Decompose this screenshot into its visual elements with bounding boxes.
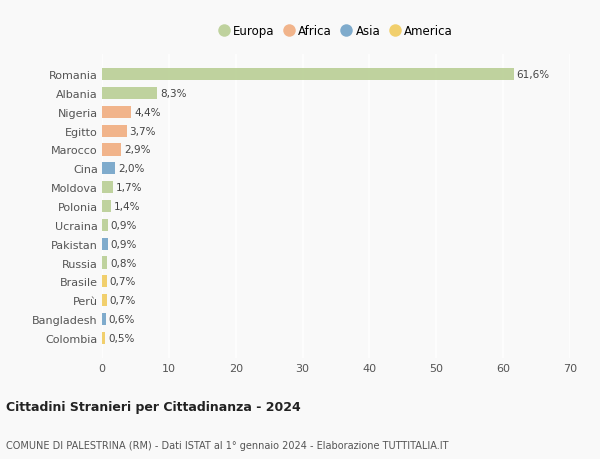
- Text: Cittadini Stranieri per Cittadinanza - 2024: Cittadini Stranieri per Cittadinanza - 2…: [6, 400, 301, 413]
- Text: 0,8%: 0,8%: [110, 258, 136, 268]
- Text: 3,7%: 3,7%: [130, 126, 156, 136]
- Bar: [102, 313, 106, 325]
- Text: 0,9%: 0,9%: [110, 239, 137, 249]
- Bar: [102, 294, 107, 307]
- Bar: [102, 238, 108, 250]
- Bar: [102, 163, 115, 175]
- Legend: Europa, Africa, Asia, America: Europa, Africa, Asia, America: [215, 22, 457, 42]
- Text: 61,6%: 61,6%: [517, 70, 550, 80]
- Bar: [102, 144, 121, 156]
- Bar: [102, 106, 131, 119]
- Text: 1,4%: 1,4%: [114, 202, 140, 212]
- Text: 2,9%: 2,9%: [124, 145, 151, 155]
- Text: 0,5%: 0,5%: [108, 333, 134, 343]
- Text: 4,4%: 4,4%: [134, 107, 161, 118]
- Bar: [102, 201, 112, 213]
- Text: COMUNE DI PALESTRINA (RM) - Dati ISTAT al 1° gennaio 2024 - Elaborazione TUTTITA: COMUNE DI PALESTRINA (RM) - Dati ISTAT a…: [6, 440, 449, 450]
- Text: 0,9%: 0,9%: [110, 220, 137, 230]
- Bar: [102, 88, 157, 100]
- Text: 0,7%: 0,7%: [109, 296, 136, 306]
- Text: 0,6%: 0,6%: [109, 314, 135, 325]
- Bar: [102, 219, 108, 231]
- Bar: [102, 257, 107, 269]
- Bar: [102, 69, 514, 81]
- Text: 1,7%: 1,7%: [116, 183, 143, 193]
- Text: 2,0%: 2,0%: [118, 164, 145, 174]
- Text: 8,3%: 8,3%: [160, 89, 187, 99]
- Bar: [102, 332, 106, 344]
- Bar: [102, 125, 127, 137]
- Text: 0,7%: 0,7%: [109, 277, 136, 287]
- Bar: [102, 276, 107, 288]
- Bar: [102, 182, 113, 194]
